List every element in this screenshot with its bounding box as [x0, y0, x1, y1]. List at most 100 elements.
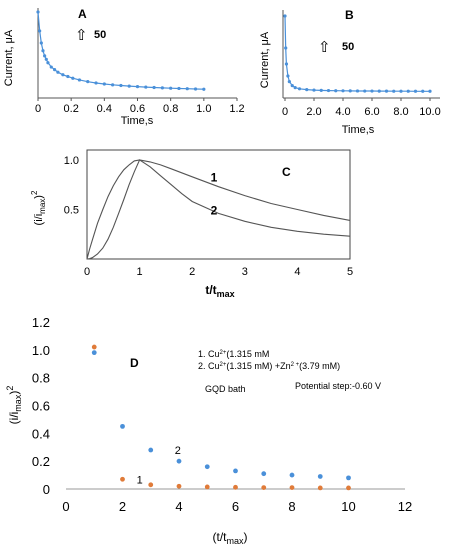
panel-c-frame [86, 149, 351, 260]
panel-a-axes [37, 8, 237, 99]
panel-a-point [185, 87, 189, 91]
panel-d-series-1-point [204, 484, 210, 490]
panel-a-point [111, 83, 115, 87]
panel-d-y-tick-label: 0 [43, 482, 50, 497]
panel-a-point [61, 73, 65, 77]
panel-a-point [46, 61, 50, 65]
panel-a-point [119, 83, 123, 88]
panel-a-point [66, 74, 70, 79]
panel-a-point [39, 41, 43, 45]
panel-a-point [56, 70, 60, 74]
panel-b-point [283, 14, 287, 18]
panel-d: D 00.20.40.60.81.01.2 0 2 4 6 8 10 12 (i/imax)… [5, 315, 412, 546]
panel-d-plot: 12 [91, 344, 351, 491]
panel-a-scalebar-arrow: ⇧ [75, 27, 88, 44]
panel-b: B Current, μA ⇧ 50 0 2.0 4.0 6.0 8.0 10.0 Tim… [259, 8, 441, 136]
panel-d-series-1-point [346, 485, 351, 491]
panel-d-series-2-point [317, 474, 323, 479]
panel-d-x-ticks: 0 2 4 6 8 10 12 [62, 499, 412, 514]
panel-d-legend-line-2: 2. Cu2+(1.315 mM) +Zn2 +(3.79 mM) [198, 361, 340, 371]
panel-c-series-2-line [86, 159, 351, 260]
panel-a-point [86, 80, 90, 84]
panel-d-series-1-label: 1 [137, 474, 143, 486]
panel-b-point [312, 88, 316, 92]
panel-c-series-1-line [86, 159, 351, 260]
panel-c-y-tick-label: 0.5 [64, 204, 79, 216]
panel-b-point [428, 89, 432, 93]
panel-b-scalebar-value: 50 [342, 41, 354, 53]
panel-d-series-1-point [233, 484, 238, 490]
panel-b-point [392, 89, 396, 93]
panel-b-point [287, 80, 291, 84]
panel-c-series-1-label: 1 [211, 171, 218, 185]
panel-c-x-tick-label: 2 [189, 266, 195, 278]
panel-d-series-1-point [91, 344, 97, 350]
panel-c-x-tick-label: 0 [84, 266, 90, 278]
panel-a-point [43, 54, 47, 58]
panel-a-point [127, 84, 131, 88]
panel-d-annotation-potential: Potential step:-0.60 V [295, 381, 381, 391]
panel-d-legend-line-1: 1. Cu2+(1.315 mM [198, 349, 269, 359]
panel-b-point [399, 89, 403, 93]
panel-b-point [284, 62, 289, 66]
panel-b-point [413, 89, 418, 93]
panel-d-y-tick-label: 0.2 [32, 454, 50, 469]
panel-d-y-tick-label: 1.2 [32, 315, 50, 330]
panel-d-y-ticks: 0 0.2 0.4 0.6 0.8 1.0 1.2 [32, 315, 50, 497]
panel-d-y-tick-label: 0.4 [32, 426, 50, 441]
panel-a-point [44, 57, 48, 61]
panel-c-label: C [282, 165, 291, 179]
panel-b-point [370, 89, 374, 93]
panel-b-point [334, 89, 338, 93]
panel-d-x-tick-label: 4 [175, 499, 182, 514]
panel-b-plot [283, 14, 432, 93]
panel-b-x-tick-label: 6.0 [364, 106, 379, 118]
panel-d-series-1-point [261, 485, 267, 491]
panel-a-point [52, 68, 57, 72]
panel-b-xlabel: Time,s [342, 124, 375, 136]
panel-b-point [290, 84, 294, 88]
panel-b-point [363, 89, 367, 93]
panel-c-y-tick-label: 1.0 [64, 155, 79, 167]
panel-b-point [286, 74, 290, 78]
panel-b-point [297, 87, 302, 91]
panel-a-point [38, 29, 42, 33]
panel-a-plot [36, 10, 206, 91]
panel-a-x-tick-label: 0.6 [130, 103, 145, 115]
panel-d-series-2-label: 2 [175, 445, 181, 457]
panel-b-x-ticks: 0 2.0 4.0 6.0 8.0 10.0 [282, 98, 441, 118]
panel-d-y-tick-label: 0.6 [32, 399, 50, 414]
panel-b-point [348, 89, 352, 93]
panel-d-annotation-bath: GQD bath [205, 384, 246, 394]
panel-d-xlabel: (t/tmax) [212, 530, 247, 546]
panel-c-xlabel: t/tmax [205, 283, 234, 299]
panel-d-y-tick-label: 0.8 [32, 371, 50, 386]
panel-b-point [341, 89, 345, 93]
panel-d-series-1-point [176, 483, 182, 489]
panel-a-point [77, 78, 82, 82]
panel-b-x-tick-label: 10.0 [419, 106, 440, 118]
panel-a-point [202, 87, 206, 91]
panel-d-series-2-point [289, 472, 295, 478]
panel-a-point [135, 85, 140, 89]
panel-d-series-1-point [317, 485, 323, 491]
panel-c-x-ticks: 0 1 2 3 4 5 [84, 266, 353, 278]
panel-a-point [160, 86, 164, 90]
panel-a-point [177, 86, 181, 91]
panel-c-x-tick-label: 5 [347, 266, 353, 278]
panel-d-series-2-point [346, 475, 351, 481]
panel-a: A Current, μA ⇧ 50 0 0.2 0.4 0.6 0.8 1.0 1.2 T… [3, 7, 245, 127]
panel-a-x-tick-label: 0.2 [64, 103, 79, 115]
panel-d-x-tick-label: 10 [341, 499, 355, 514]
panel-a-point [41, 49, 45, 53]
panel-d-x-tick-label: 12 [398, 499, 412, 514]
panel-d-ylabel: (i/imax)2 [5, 386, 23, 425]
panel-c-x-tick-label: 4 [294, 266, 300, 278]
panel-b-point [406, 89, 410, 93]
panel-a-point [71, 76, 75, 80]
panel-c-ylabel: (i/imax)2 [30, 190, 47, 225]
panel-a-x-tick-label: 1.2 [229, 103, 244, 115]
panel-a-ylabel: Current, μA [3, 29, 15, 86]
panel-b-point [384, 89, 389, 93]
